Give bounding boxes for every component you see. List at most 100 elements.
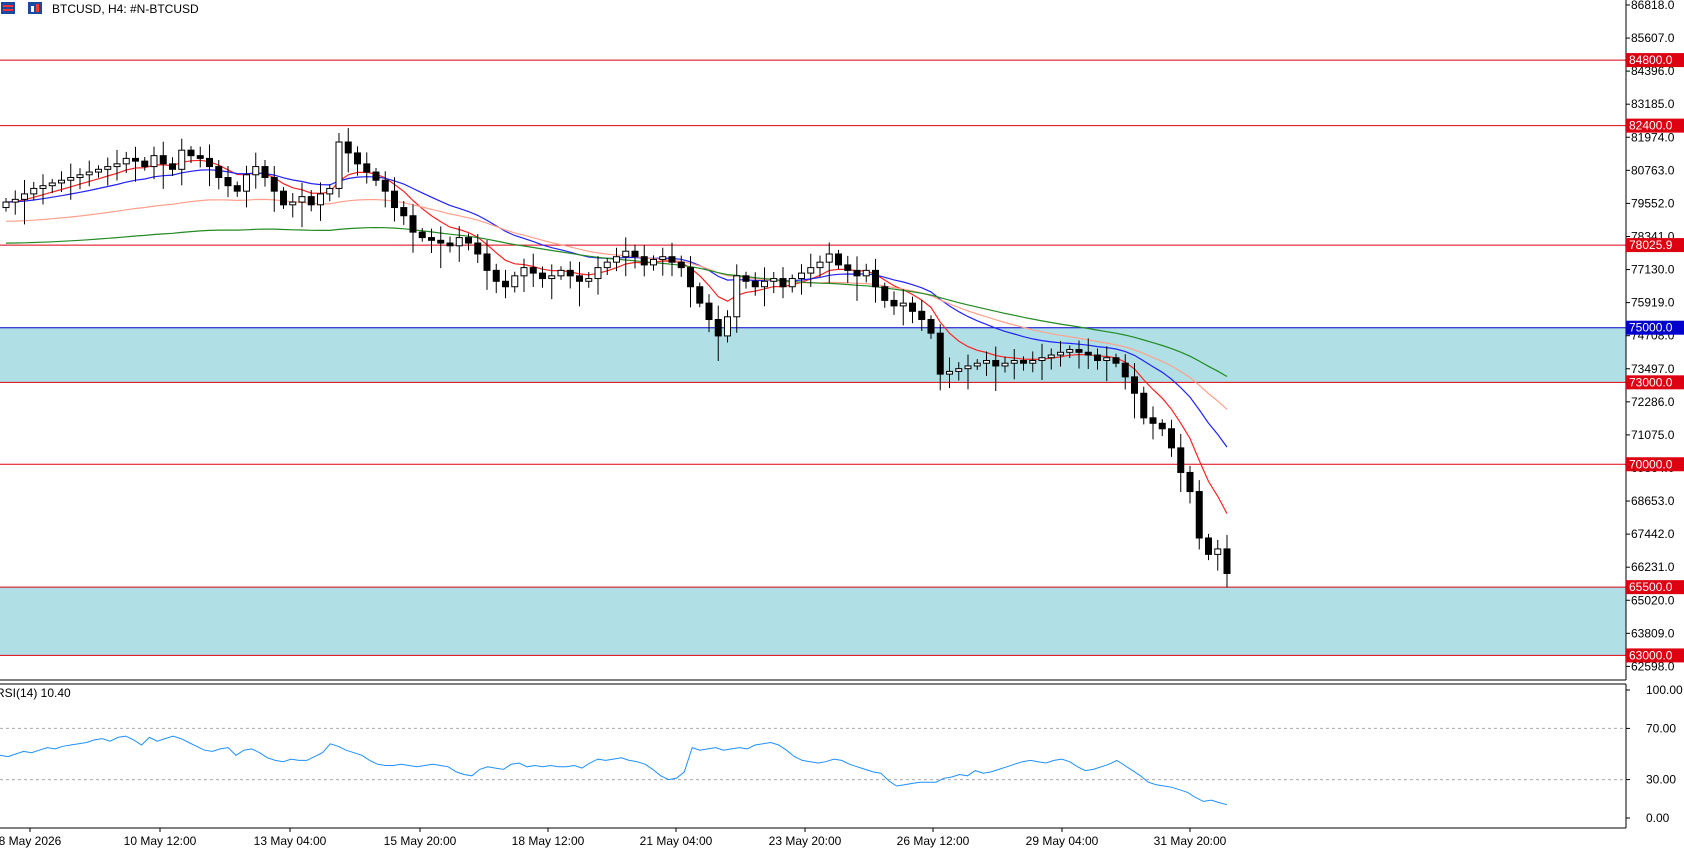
bear-candle: [141, 160, 149, 168]
level-tag: [1626, 53, 1684, 68]
level-tag-label: 73000.0: [1629, 375, 1673, 389]
bear-candle: [844, 264, 852, 271]
bear-candle: [169, 163, 176, 170]
level-tags: 84800.0 82400.0 78025.9 75000.0 73000.0 70000…: [1626, 53, 1684, 663]
level-tag: [1626, 375, 1684, 390]
bull-candle: [659, 256, 667, 260]
bear-candle: [576, 275, 583, 282]
bull-candle: [76, 174, 84, 179]
bear-candle: [1121, 362, 1129, 378]
bear-candle: [196, 155, 204, 159]
bear-candle: [1205, 537, 1212, 555]
bear-candle: [381, 179, 389, 192]
bear-candle: [132, 157, 139, 162]
bear-candle: [677, 261, 685, 269]
bear-candle: [446, 242, 454, 247]
bear-candle: [927, 319, 935, 334]
bear-candle: [1112, 357, 1120, 364]
bull-candle: [946, 370, 953, 375]
bull-candle: [289, 201, 297, 206]
bull-candle: [95, 168, 102, 173]
bear-candle: [751, 280, 759, 288]
bull-candle: [2, 201, 10, 209]
bull-candle: [335, 141, 343, 189]
price-tick-label: 83185.0: [1631, 97, 1675, 111]
price-tick-label: 72286.0: [1631, 395, 1675, 409]
one-click-trading-icon[interactable]: [28, 2, 42, 14]
bear-candle: [936, 332, 944, 375]
bear-candle: [372, 171, 380, 181]
bull-candle: [455, 237, 463, 247]
rsi-tick-label: 70.00: [1646, 721, 1676, 735]
time-axis: 8 May 2026 10 May 12:00 13 May 04:00 15 May…: [0, 828, 1227, 848]
bull-candle: [85, 171, 93, 176]
bull-candle: [178, 149, 186, 170]
bull-candle: [520, 267, 528, 277]
bear-candle: [354, 152, 361, 165]
price-tick-label: 79552.0: [1631, 196, 1675, 210]
price-tick-label: 63809.0: [1631, 626, 1675, 640]
bull-candle: [243, 174, 250, 192]
bull-candle: [104, 166, 112, 170]
bull-candle: [122, 157, 130, 165]
bull-candle: [594, 267, 602, 280]
bear-candle: [705, 302, 713, 321]
bull-candle: [252, 166, 260, 176]
bear-candle: [640, 256, 648, 266]
bear-candle: [307, 196, 315, 206]
bull-candle: [113, 163, 121, 168]
bear-candle: [474, 242, 482, 255]
level-tag: [1626, 238, 1684, 253]
bear-candle: [566, 269, 574, 277]
bull-candle: [1057, 351, 1064, 356]
chart-title: BTCUSD, H4: #N-BTCUSD: [52, 2, 199, 16]
level-tag-label: 75000.0: [1629, 321, 1673, 335]
bear-candle: [391, 190, 398, 209]
level-tag: [1626, 580, 1684, 595]
bear-candle: [1195, 491, 1203, 539]
level-tag-label: 63000.0: [1629, 648, 1673, 662]
bull-candle: [1214, 548, 1222, 555]
rsi-tick-label: 30.00: [1646, 773, 1676, 787]
bear-candle: [779, 278, 787, 288]
bear-candle: [539, 272, 546, 280]
level-tag-label: 65500.0: [1629, 580, 1673, 594]
bull-candle: [317, 193, 324, 206]
bull-candle: [1010, 359, 1018, 364]
bear-candle: [890, 299, 898, 307]
bull-candle: [298, 196, 306, 203]
bear-candle: [418, 231, 426, 239]
bear-candle: [714, 319, 722, 337]
bear-candle: [835, 253, 842, 266]
price-tick-label: 81974.0: [1631, 130, 1675, 144]
bear-candle: [1177, 447, 1185, 473]
bear-candle: [437, 239, 445, 244]
chart-menu-icon[interactable]: [1, 2, 15, 14]
time-tick-label: 13 May 04:00: [254, 834, 327, 848]
bull-candle: [67, 177, 75, 181]
bear-candle: [631, 250, 639, 258]
price-tick-label: 75919.0: [1631, 296, 1675, 310]
rsi-tick-label: 100.00: [1646, 683, 1683, 697]
bull-candle: [58, 179, 65, 184]
level-tag: [1626, 118, 1684, 133]
bull-candle: [39, 185, 47, 189]
bear-candle: [428, 237, 435, 241]
levels-layer: [0, 59, 1626, 656]
bull-candle: [798, 272, 805, 280]
bull-candle: [964, 365, 972, 370]
price-tick-label: 67442.0: [1631, 527, 1675, 541]
bull-candle: [1038, 357, 1046, 361]
bear-candle: [1149, 417, 1157, 424]
bull-candle: [862, 269, 870, 277]
bull-candle: [557, 269, 565, 277]
bull-candle: [761, 280, 768, 288]
bull-candle: [622, 250, 630, 258]
bull-candle: [770, 278, 778, 282]
price-tick-label: 86818.0: [1631, 0, 1675, 12]
bear-candle: [1094, 354, 1101, 361]
bear-candle: [918, 310, 926, 321]
bear-candle: [668, 256, 676, 263]
